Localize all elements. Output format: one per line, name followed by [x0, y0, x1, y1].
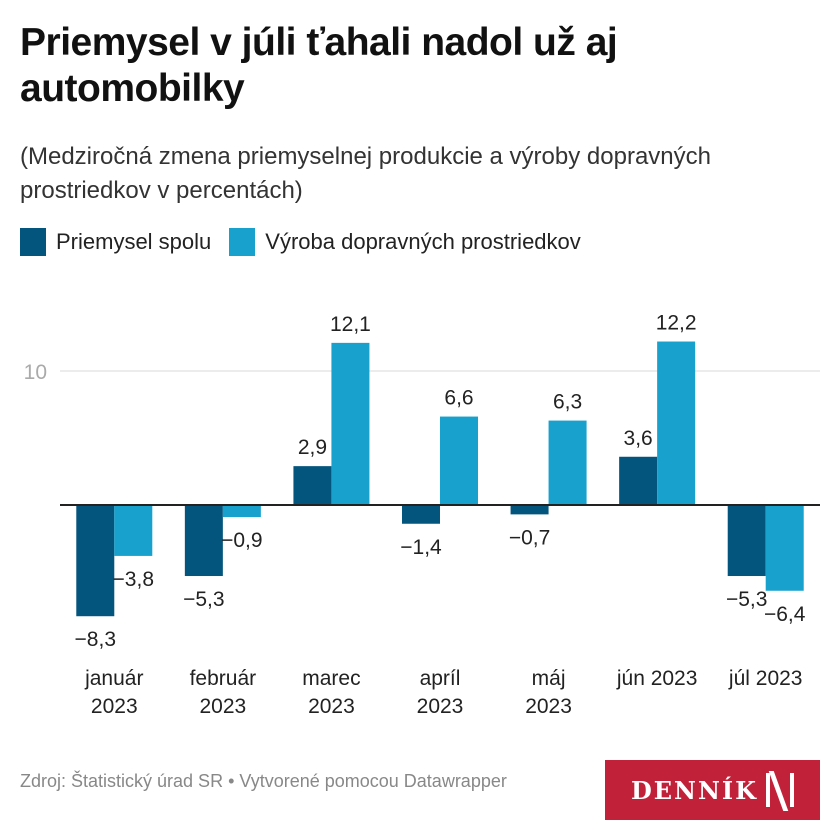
bar-chart: 10 −8,3 −3,8 január 2023 −5,3 −0,9 február 2023 2… — [24, 312, 820, 718]
x-tick-label: 2023 — [91, 695, 138, 718]
x-tick-label: 2023 — [308, 695, 355, 718]
legend-label-series1: Priemysel spolu — [56, 229, 212, 254]
x-tick-label: január — [84, 667, 143, 690]
data-label: −5,3 — [726, 588, 767, 611]
data-label: 6,3 — [553, 391, 582, 414]
data-label: −5,3 — [183, 588, 224, 611]
data-label: 6,6 — [444, 387, 473, 410]
dennik-n-logo[interactable]: DENNÍK — [605, 760, 820, 820]
legend-swatch-series2 — [229, 228, 256, 256]
data-label: −6,4 — [764, 603, 806, 626]
data-label: −1,4 — [400, 536, 442, 559]
bar-priemysel — [76, 505, 115, 617]
data-label: 12,1 — [330, 313, 371, 336]
chart-subtitle: (Medziročná zmena priemyselnej produkcie… — [20, 143, 711, 204]
x-tick-label: marec — [302, 667, 360, 690]
x-tick-label: 2023 — [199, 695, 246, 718]
x-tick-label: 2023 — [417, 695, 464, 718]
bar-vyroba — [331, 342, 370, 505]
logo-text: DENNÍK — [630, 775, 759, 805]
source-note: Zdroj: Štatistický úrad SR • Vytvorené p… — [20, 771, 507, 791]
x-tick-label: jún 2023 — [616, 667, 698, 690]
legend: Priemysel spolu Výroba dopravných prostr… — [20, 228, 599, 256]
x-tick-label: júl 2023 — [728, 667, 803, 690]
legend-item-series1: Priemysel spolu — [20, 228, 211, 256]
bar-vyroba — [114, 505, 153, 556]
x-tick-label: február — [190, 667, 257, 690]
data-label: −8,3 — [75, 628, 116, 651]
legend-swatch-series1 — [20, 228, 46, 256]
bar-priemysel — [619, 456, 658, 505]
bar-priemysel — [510, 505, 549, 515]
legend-item-series2: Výroba dopravných prostriedkov — [229, 228, 581, 256]
x-tick-label: máj — [532, 667, 566, 690]
data-label: 2,9 — [298, 436, 327, 459]
x-tick-label: apríl — [420, 667, 461, 690]
bar-vyroba — [440, 416, 478, 505]
bar-priemysel — [184, 505, 223, 577]
bar-vyroba — [222, 505, 261, 518]
x-tick-label: 2023 — [525, 695, 572, 718]
logo-n-icon — [766, 773, 795, 807]
legend-label-series2: Výroba dopravných prostriedkov — [265, 229, 581, 254]
data-label: −0,9 — [221, 529, 262, 552]
data-label: 12,2 — [656, 312, 697, 335]
data-label: 3,6 — [624, 427, 653, 450]
bar-priemysel — [402, 505, 440, 524]
bar-vyroba — [548, 420, 587, 505]
bar-vyroba — [765, 505, 804, 591]
y-tick-label: 10 — [24, 361, 47, 384]
data-label: −0,7 — [509, 526, 550, 549]
bar-priemysel — [727, 505, 766, 577]
bar-vyroba — [657, 341, 696, 505]
chart-title: Priemysel v júli ťahali nadol už aj auto… — [20, 21, 618, 110]
data-label: −3,8 — [113, 568, 154, 591]
bar-priemysel — [293, 466, 332, 505]
